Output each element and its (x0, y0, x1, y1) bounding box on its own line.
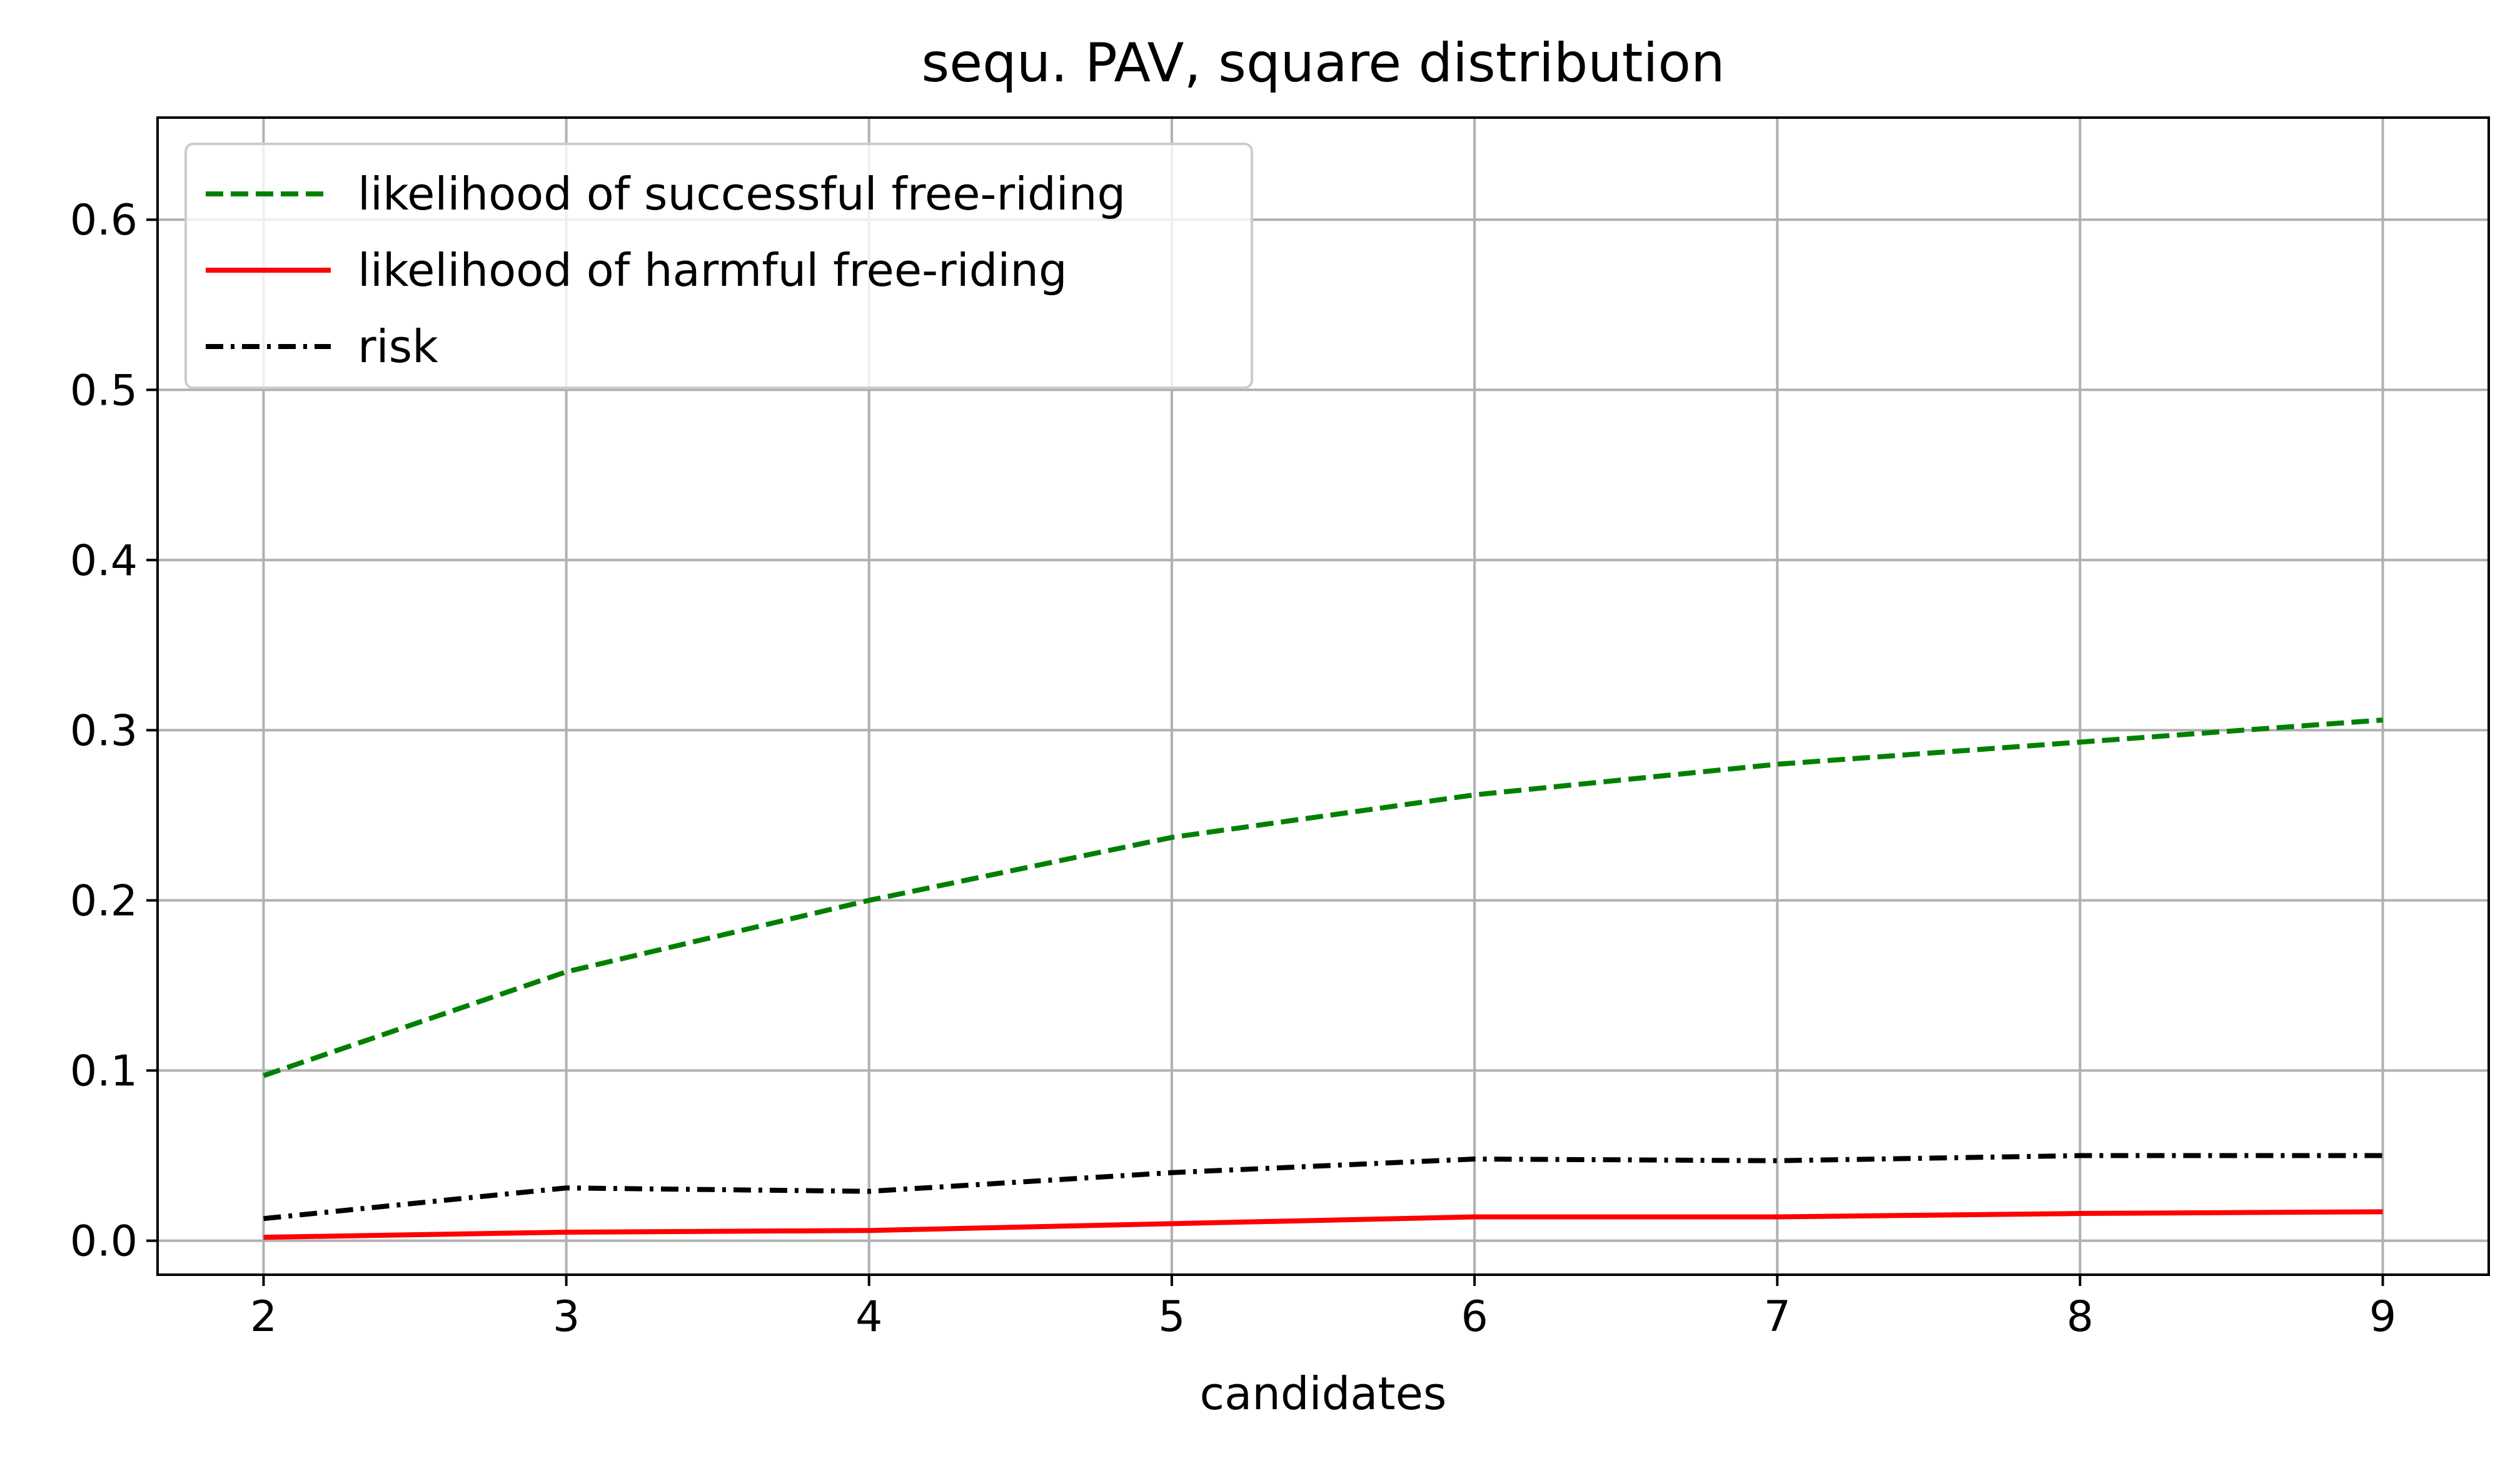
x-tick-label: 3 (553, 1292, 580, 1342)
legend-label-3: risk (358, 320, 438, 373)
x-tick-label: 4 (855, 1292, 882, 1342)
series-line-2 (263, 1209, 2383, 1240)
series-1-point (2382, 720, 2383, 721)
x-axis-title: candidates (1200, 1367, 1447, 1420)
y-tick-label: 0.2 (70, 876, 138, 926)
series-lines (263, 717, 2383, 1240)
legend: likelihood of successful free-riding like… (184, 143, 1253, 389)
chart-title: sequ. PAV, square distribution (921, 32, 1725, 94)
series-1-point (1171, 837, 1172, 838)
series-1-point (566, 971, 567, 972)
series-3-point (2382, 1155, 2383, 1156)
y-tick-label: 0.5 (70, 366, 138, 415)
series-1-point (263, 1075, 264, 1076)
y-tick-label: 0.1 (70, 1047, 138, 1096)
axis-ticks: 2 3 4 5 6 7 8 9 0.0 0.1 0.2 0.3 0.4 0.5 0.6 (70, 196, 2396, 1342)
series-3-point (1171, 1172, 1172, 1173)
plot-frame (156, 116, 2490, 1276)
series-line-3 (263, 1153, 2383, 1222)
legend-box (184, 143, 1253, 389)
series-3-point (263, 1218, 264, 1219)
legend-label-1: likelihood of successful free-riding (358, 168, 1126, 220)
x-tick-label: 8 (2067, 1292, 2094, 1342)
series-3-point (1777, 1160, 1778, 1161)
x-tick-label: 6 (1461, 1292, 1488, 1342)
y-tick-label: 0.3 (70, 706, 138, 756)
series-1-point (1474, 794, 1475, 795)
x-tick-label: 2 (250, 1292, 277, 1342)
series-2-point (263, 1237, 264, 1238)
series-line-1 (263, 717, 2383, 1078)
x-tick-label: 7 (1764, 1292, 1791, 1342)
y-tick-label: 0.0 (70, 1217, 138, 1267)
legend-label-2: likelihood of harmful free-riding (358, 244, 1067, 296)
x-tick-label: 9 (2369, 1292, 2396, 1342)
series-2-point (1171, 1223, 1172, 1224)
x-tick-label: 5 (1158, 1292, 1185, 1342)
y-tick-label: 0.4 (70, 536, 138, 585)
series-3-point (1474, 1159, 1475, 1160)
y-tick-label: 0.6 (70, 196, 138, 245)
